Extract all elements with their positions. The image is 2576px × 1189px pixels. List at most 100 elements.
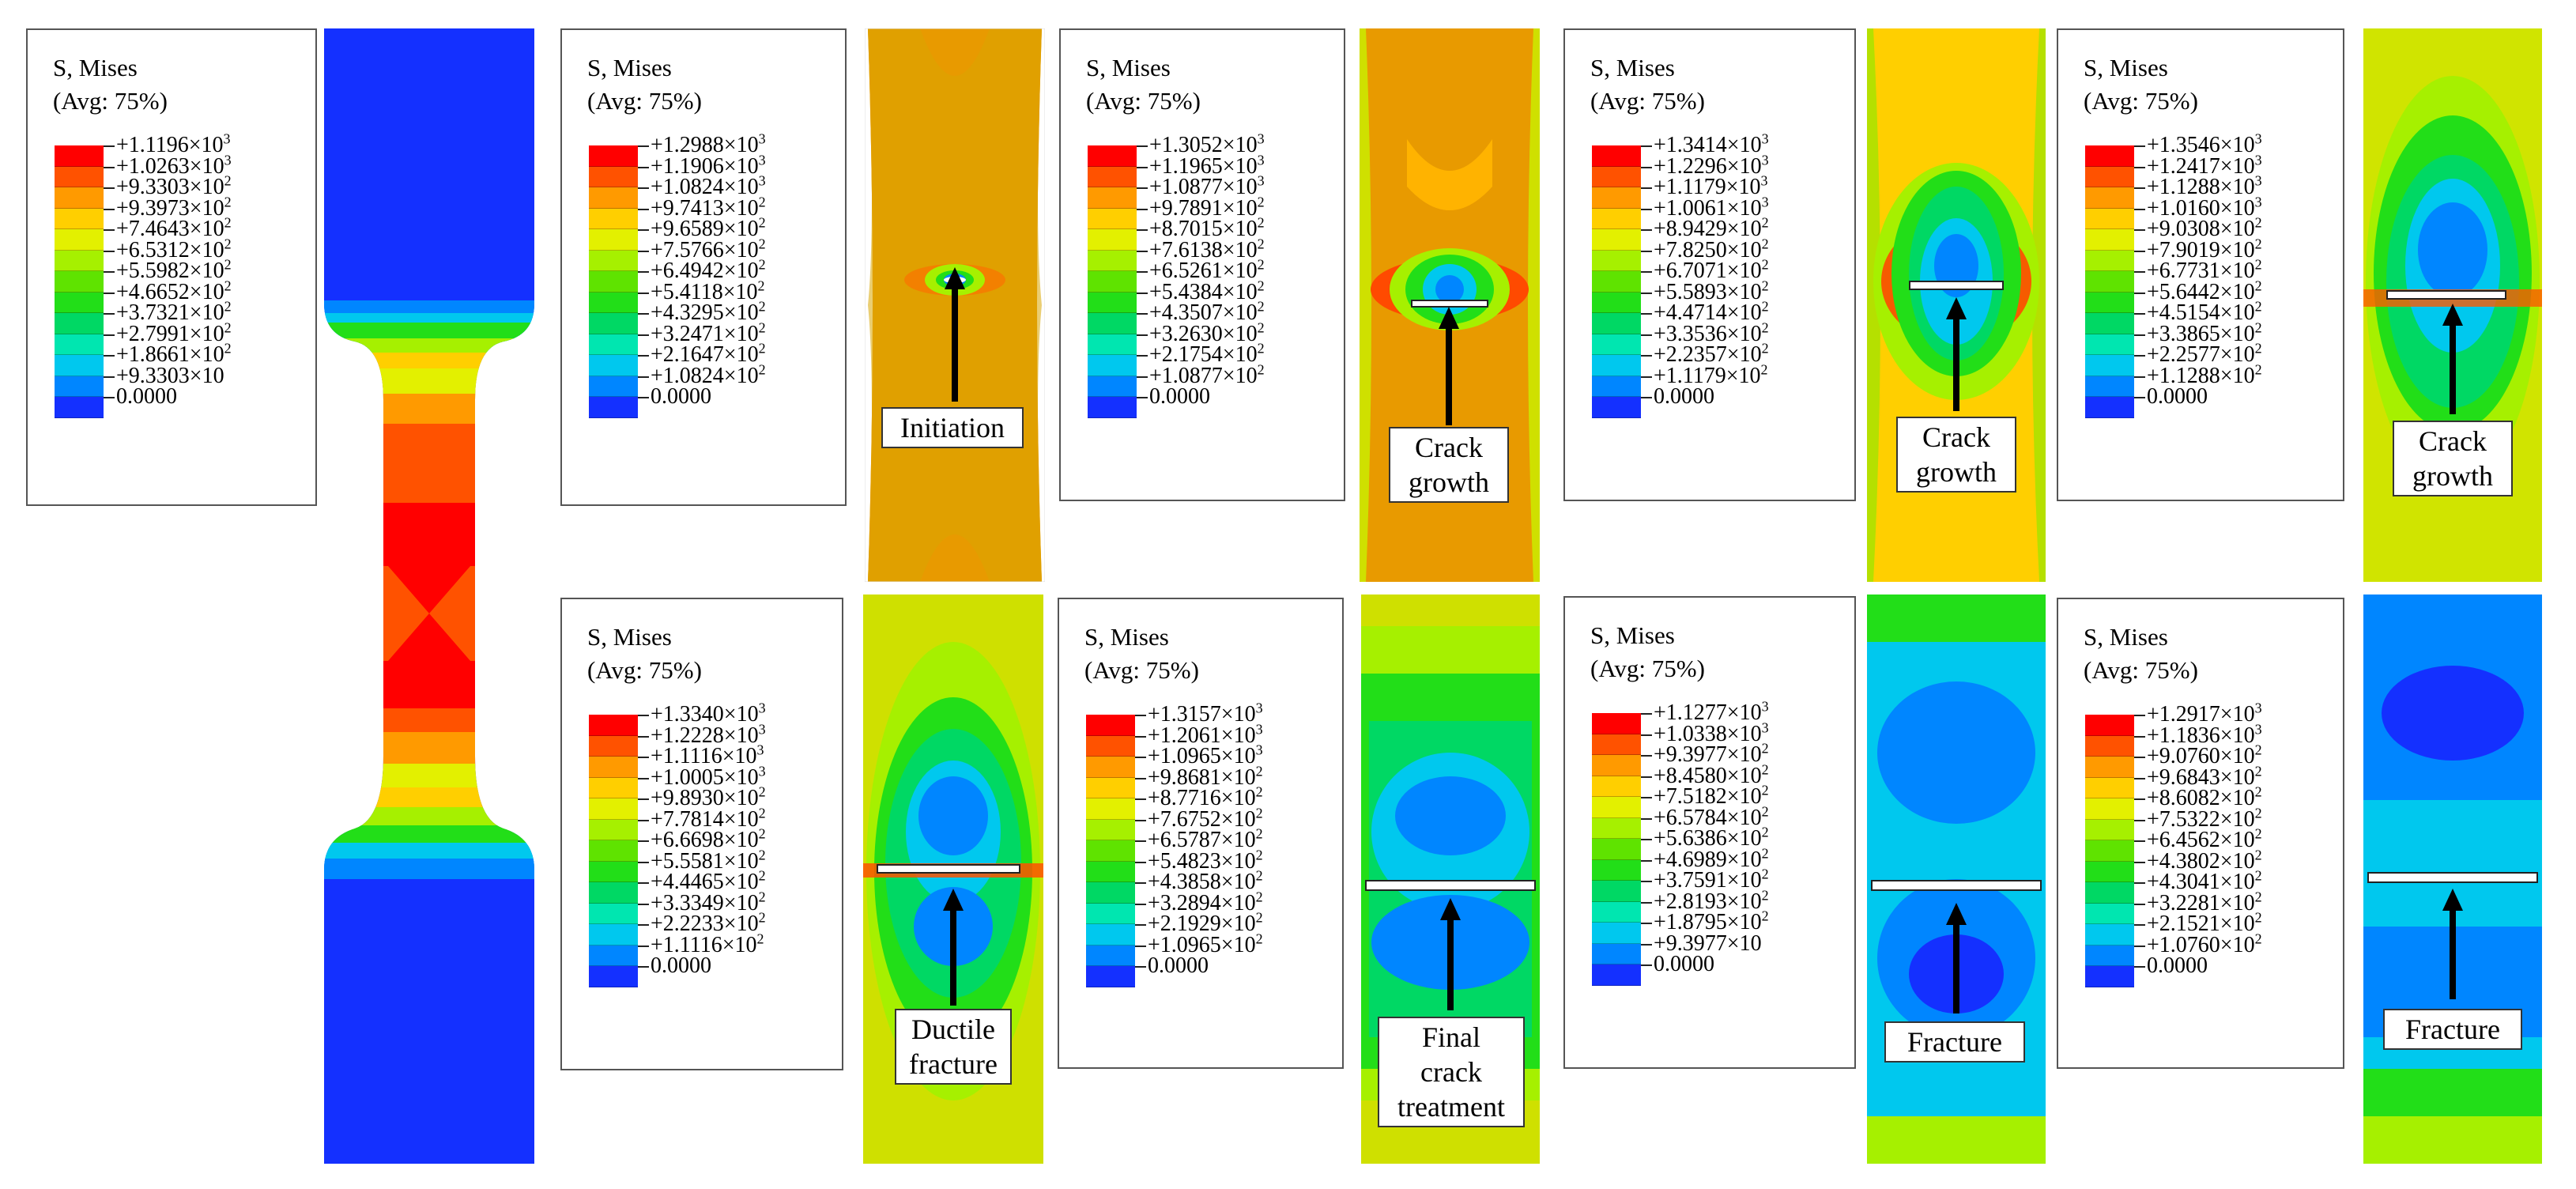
legend-value: +5.6386×102: [1654, 825, 1769, 850]
legend-value-exponent: 3: [758, 763, 766, 779]
legend-color-swatch: [1592, 208, 1641, 229]
arrow-initiation: [945, 267, 965, 402]
contour-panel-fracture-1: [1867, 594, 2046, 1164]
legend-value-exponent: 2: [224, 194, 232, 210]
legend-value: +1.2417×103: [2147, 153, 2262, 178]
legend-value: +1.3340×103: [651, 701, 766, 726]
legend-value-mantissa: +1.0760×10: [2147, 932, 2255, 957]
legend-value-mantissa: +4.4714×10: [1654, 300, 1762, 325]
legend-tick: [638, 208, 649, 210]
legend-tick: [2134, 798, 2145, 800]
legend-value: 0.0000: [1149, 386, 1210, 408]
legend-value-mantissa: +1.0877×10: [1149, 175, 1258, 199]
legend-tick: [1641, 208, 1652, 210]
legend-value: 0.0000: [651, 955, 711, 977]
legend-value: +1.2061×103: [1148, 722, 1263, 747]
legend-tick: [1135, 777, 1146, 779]
legend-value: 0.0000: [651, 386, 711, 408]
legend-value-mantissa: +6.5261×10: [1149, 259, 1258, 283]
legend-value: +7.7814×102: [651, 806, 766, 832]
legend-color-swatch: [1592, 271, 1641, 293]
legend-color-swatch: [1086, 840, 1135, 862]
legend-value-exponent: 2: [1761, 803, 1769, 820]
legend-value-exponent: 2: [1761, 214, 1769, 231]
legend-value-exponent: 2: [1257, 361, 1265, 378]
label-line: crack: [1420, 1056, 1482, 1088]
legend-color-swatch: [1592, 755, 1641, 776]
legend-value-exponent: 2: [2254, 340, 2262, 357]
legend-value-exponent: 2: [2254, 319, 2262, 336]
legend-value-mantissa: +4.3802×10: [2147, 848, 2255, 874]
legend-value-exponent: 3: [2254, 152, 2262, 168]
legend-value-exponent: 2: [1761, 908, 1769, 924]
legend-value-exponent: 2: [2254, 805, 2262, 821]
legend-value-exponent: 2: [1761, 887, 1769, 904]
legend-tick: [2134, 924, 2145, 926]
legend-value: +3.3536×102: [1654, 320, 1769, 345]
legend-value-mantissa: +7.6752×10: [1148, 806, 1256, 832]
legend-color-swatch: [589, 271, 638, 293]
legend-value-mantissa: +2.1929×10: [1148, 912, 1256, 936]
legend-title: S, Mises: [1084, 623, 1169, 651]
legend-tick: [638, 777, 649, 779]
legend-value-mantissa: +5.5893×10: [1654, 279, 1762, 304]
legend-value: +8.6082×102: [2147, 785, 2262, 810]
legend-value-exponent: 2: [224, 172, 232, 189]
legend-color-swatch: [1086, 903, 1135, 924]
legend-value-exponent: 2: [1761, 256, 1769, 273]
legend-tick: [1641, 187, 1652, 189]
label-line: growth: [2412, 460, 2493, 492]
legend-value-mantissa: +1.3052×10: [1149, 133, 1258, 157]
legend-value-exponent: 2: [1257, 340, 1265, 357]
legend-color-swatch: [1592, 923, 1641, 944]
legend-color-swatch: [2085, 376, 2134, 397]
legend-value-mantissa: +1.0160×10: [2147, 195, 2255, 221]
legend-value-exponent: 2: [2254, 867, 2262, 884]
legend-value-exponent: 3: [2254, 172, 2262, 189]
legend-tick: [1641, 734, 1652, 736]
legend-value: +1.0760×102: [2147, 931, 2262, 957]
label-initiation-text: Initiation: [900, 412, 1005, 444]
legend-value: +5.5581×102: [651, 847, 766, 873]
legend-value-exponent: 2: [757, 277, 765, 294]
legend-value-mantissa: +4.3858×10: [1148, 870, 1256, 894]
legend-value-exponent: 2: [224, 214, 232, 231]
legend-value-mantissa: +7.7814×10: [651, 806, 759, 832]
legend-color-swatch: [1592, 797, 1641, 818]
label-line: Final: [1421, 1021, 1480, 1053]
legend-value: +9.8681×102: [1148, 764, 1263, 790]
legend-tick: [638, 376, 649, 378]
legend-value-exponent: 2: [1255, 930, 1263, 947]
legend-value-mantissa: +3.2281×10: [2147, 890, 2255, 915]
legend-color-swatch: [1088, 208, 1137, 229]
legend-value-mantissa: +3.2630×10: [1149, 321, 1258, 346]
legend-tick: [1641, 901, 1652, 904]
legend-color-swatch: [2085, 229, 2134, 251]
legend-value: +2.8193×102: [1654, 888, 1769, 913]
legend-tick: [104, 292, 115, 294]
legend-value-mantissa: +9.8681×10: [1148, 764, 1256, 790]
legend-value: +1.1906×103: [651, 153, 766, 178]
legend-value: 0.0000: [2147, 386, 2208, 408]
legend-value-exponent: 2: [758, 867, 766, 884]
legend-value-exponent: 3: [1761, 719, 1769, 736]
legend-value: +1.1179×102: [1654, 362, 1768, 387]
legend-value: +5.4823×102: [1148, 847, 1263, 874]
label-line: Crack: [1922, 421, 1990, 453]
legend-value-exponent: 3: [1257, 152, 1265, 168]
legend-value-mantissa: +5.4823×10: [1148, 848, 1256, 874]
legend-value: +6.6698×102: [651, 827, 766, 851]
legend-value-exponent: 2: [1761, 761, 1769, 778]
legend-value-mantissa: +3.3349×10: [651, 890, 759, 915]
legend-value-exponent: 3: [758, 721, 766, 738]
legend-value: +5.4118×102: [651, 278, 765, 304]
legend-value-exponent: 2: [756, 930, 764, 947]
legend-value-exponent: 2: [1257, 236, 1265, 252]
legend-tick: [638, 145, 649, 147]
legend-value: +8.4580×102: [1654, 762, 1769, 787]
legend-color-swatch: [55, 292, 104, 313]
legend-color-swatch: [1592, 250, 1641, 271]
legend-tick: [2134, 334, 2145, 336]
legend-color-swatch: [2085, 735, 2134, 757]
legend-value-mantissa: +1.2917×10: [2147, 702, 2255, 727]
